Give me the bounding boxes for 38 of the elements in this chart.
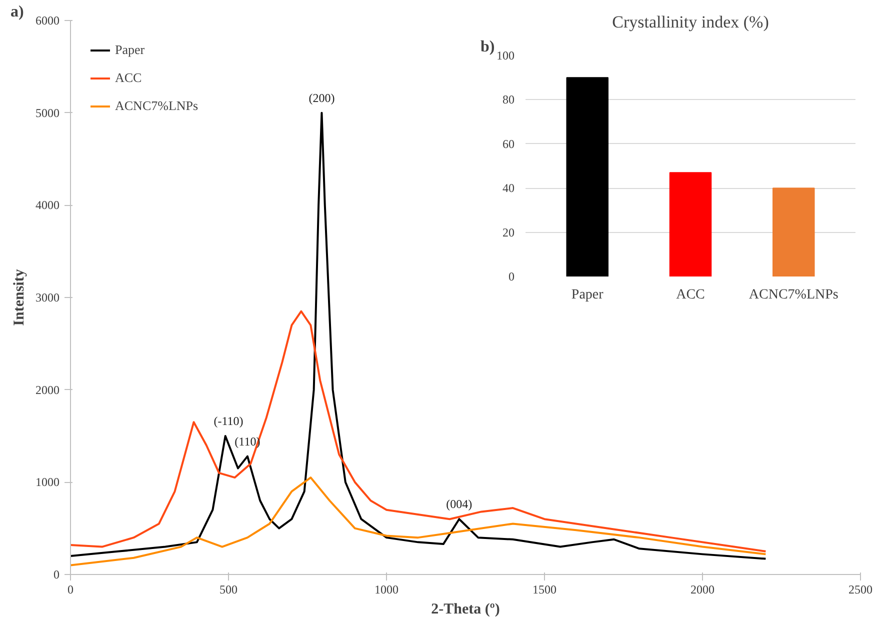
y-tick-label: 2000: [36, 382, 60, 397]
y-tick-label: 5000: [36, 106, 60, 120]
x-tick-label: 2500: [848, 582, 872, 596]
legend-label: ACNC7%LNPs: [115, 98, 198, 114]
legend-label: Paper: [115, 42, 145, 58]
legend-label: ACC: [115, 70, 142, 86]
x-tick-label: 1000: [374, 582, 398, 596]
chart-title: Crystallinity index (%): [612, 12, 769, 32]
x-tick-label: 500: [220, 582, 238, 596]
y-tick-label: 4000: [36, 198, 60, 212]
y-tick-label: 80: [502, 92, 514, 107]
y-tick-label: 3000: [36, 290, 60, 304]
bar: [772, 188, 815, 276]
y-tick-label: 6000: [36, 14, 60, 28]
annotation: (004): [446, 497, 472, 512]
y-tick-label: 0: [54, 568, 60, 582]
text: a): [10, 4, 24, 20]
x-tick-label: 0: [68, 582, 74, 596]
y-tick-label: 100: [496, 48, 514, 62]
y-tick-label: 20: [502, 225, 514, 240]
bar: [669, 172, 712, 276]
y-tick-label: 1000: [36, 475, 60, 490]
annotation: b): [480, 38, 495, 56]
line-series: [70, 310, 767, 552]
y-tick-label: 40: [502, 181, 514, 196]
annotation: (200): [308, 90, 335, 105]
x-tick-label: 1500: [532, 582, 556, 596]
x-axis-title: 2-Theta (º): [431, 602, 500, 618]
y-tick-label: 60: [502, 136, 514, 151]
annotation: (-110): [214, 414, 244, 428]
y-axis-title: Intensity: [12, 268, 28, 326]
bar: [566, 77, 608, 276]
y-tick-label: 0: [508, 270, 514, 284]
line-series: [70, 476, 767, 566]
x-tick-label: ACC: [676, 288, 705, 302]
x-tick-label: 2000: [690, 582, 714, 596]
x-tick-label: Paper: [571, 288, 604, 302]
x-tick-label: ACNC7%LNPs: [748, 288, 838, 302]
